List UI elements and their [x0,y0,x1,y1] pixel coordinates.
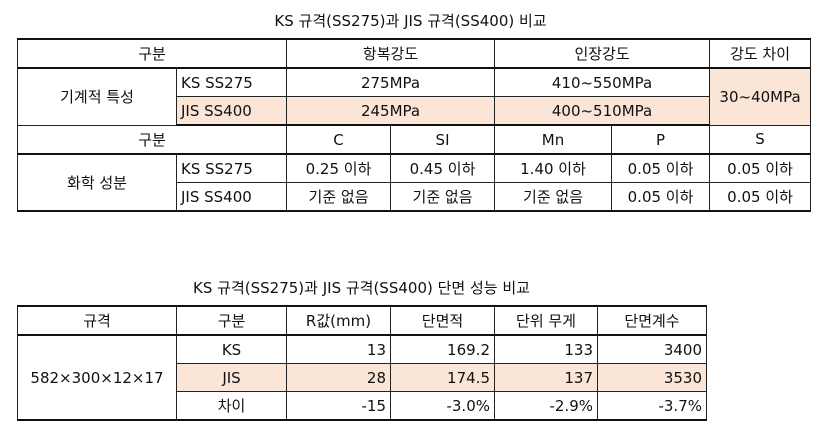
chem-ks-mn: 1.40 이하 [494,153,613,183]
chemical-composition-label: 화학 성분 [17,153,177,212]
header-r-value: R값(mm) [286,305,391,336]
section-performance-table: 규격 구분 R값(mm) 단면적 단위 무게 단면계수 582×300×12×1… [17,305,707,421]
chem-jis-p: 0.05 이하 [611,182,711,212]
chem-header-row: 구분 C SI Mn P S [16,124,812,155]
chem-ks-si: 0.45 이하 [390,153,496,183]
table-row: JIS 28 174.5 137 3530 [18,363,707,392]
row-section-modulus: 3530 [597,363,707,392]
header-strength-difference: 강도 차이 [709,38,812,69]
table2-title: KS 규격(SS275)과 JIS 규격(SS400) 단면 성능 비교 [193,279,530,297]
row-section-modulus: 3400 [597,334,707,364]
chem-header-c: C [286,124,392,155]
chem-ks-row: 화학 성분 KS SS275 0.25 이하 0.45 이하 1.40 이하 0… [17,153,812,212]
row-section-area: 169.2 [390,334,495,364]
chem-jis-name: JIS SS400 [175,182,288,212]
chem-jis-s: 0.05 이하 [709,182,812,212]
row-unit-weight: 137 [494,363,598,392]
table2-header-row: 규격 구분 R값(mm) 단면적 단위 무게 단면계수 [17,305,707,336]
mech-jis-row: JIS SS400 245MPa 400~510MPa [18,96,811,126]
mech-jis-yield: 245MPa [286,96,496,126]
chem-header-category: 구분 [16,124,288,155]
row-r-value: -15 [286,391,391,421]
header-section-modulus: 단면계수 [597,305,707,336]
row-r-value: 28 [286,363,391,392]
row-section-modulus: -3.7% [597,391,707,421]
header-tensile-strength: 인장강도 [494,38,711,69]
table-row: 차이 -15 -3.0% -2.9% -3.7% [18,391,707,421]
row-category: 차이 [176,391,287,421]
mech-jis-tensile: 400~510MPa [494,96,711,126]
header-category: 구분 [16,38,288,69]
mech-ks-row: 기계적 특성 KS SS275 275MPa 410~550MPa 30~40M… [17,67,812,126]
row-category: KS [176,334,287,364]
table-row: 582×300×12×17 KS 13 169.2 133 3400 [17,334,707,421]
mechanical-properties-label: 기계적 특성 [17,67,177,126]
header-spec: 규격 [17,305,177,336]
chem-jis-si: 기준 없음 [390,182,496,212]
header-unit-weight: 단위 무게 [494,305,598,336]
spec-value: 582×300×12×17 [17,334,177,421]
row-category: JIS [176,363,287,392]
chem-ks-p: 0.05 이하 [611,153,711,183]
mech-ks-tensile: 410~550MPa [494,67,711,97]
chem-header-mn: Mn [494,124,613,155]
row-unit-weight: 133 [494,334,598,364]
header-yield-strength: 항복강도 [286,38,496,69]
strength-difference-value: 30~40MPa [709,67,812,126]
row-r-value: 13 [286,334,391,364]
chem-header-s: S [709,124,812,155]
chem-header-si: SI [390,124,496,155]
header-category: 구분 [176,305,287,336]
row-section-area: 174.5 [390,363,495,392]
mech-jis-name: JIS SS400 [175,96,288,126]
chem-ks-c: 0.25 이하 [286,153,392,183]
chem-jis-mn: 기준 없음 [494,182,613,212]
strength-comparison-table: 구분 항복강도 인장강도 강도 차이 기계적 특성 KS SS275 275MP… [16,38,812,212]
chem-ks-name: KS SS275 [175,153,288,183]
header-section-area: 단면적 [390,305,495,336]
chem-ks-s: 0.05 이하 [709,153,812,183]
row-unit-weight: -2.9% [494,391,598,421]
table1-header-row: 구분 항복강도 인장강도 강도 차이 [16,38,812,69]
chem-jis-c: 기준 없음 [286,182,392,212]
row-section-area: -3.0% [390,391,495,421]
table1-title: KS 규격(SS275)과 JIS 규격(SS400) 비교 [274,12,547,30]
mech-ks-yield: 275MPa [286,67,496,97]
chem-header-p: P [611,124,711,155]
mech-ks-name: KS SS275 [175,67,288,97]
chem-jis-row: JIS SS400 기준 없음 기준 없음 기준 없음 0.05 이하 0.05… [18,182,812,212]
